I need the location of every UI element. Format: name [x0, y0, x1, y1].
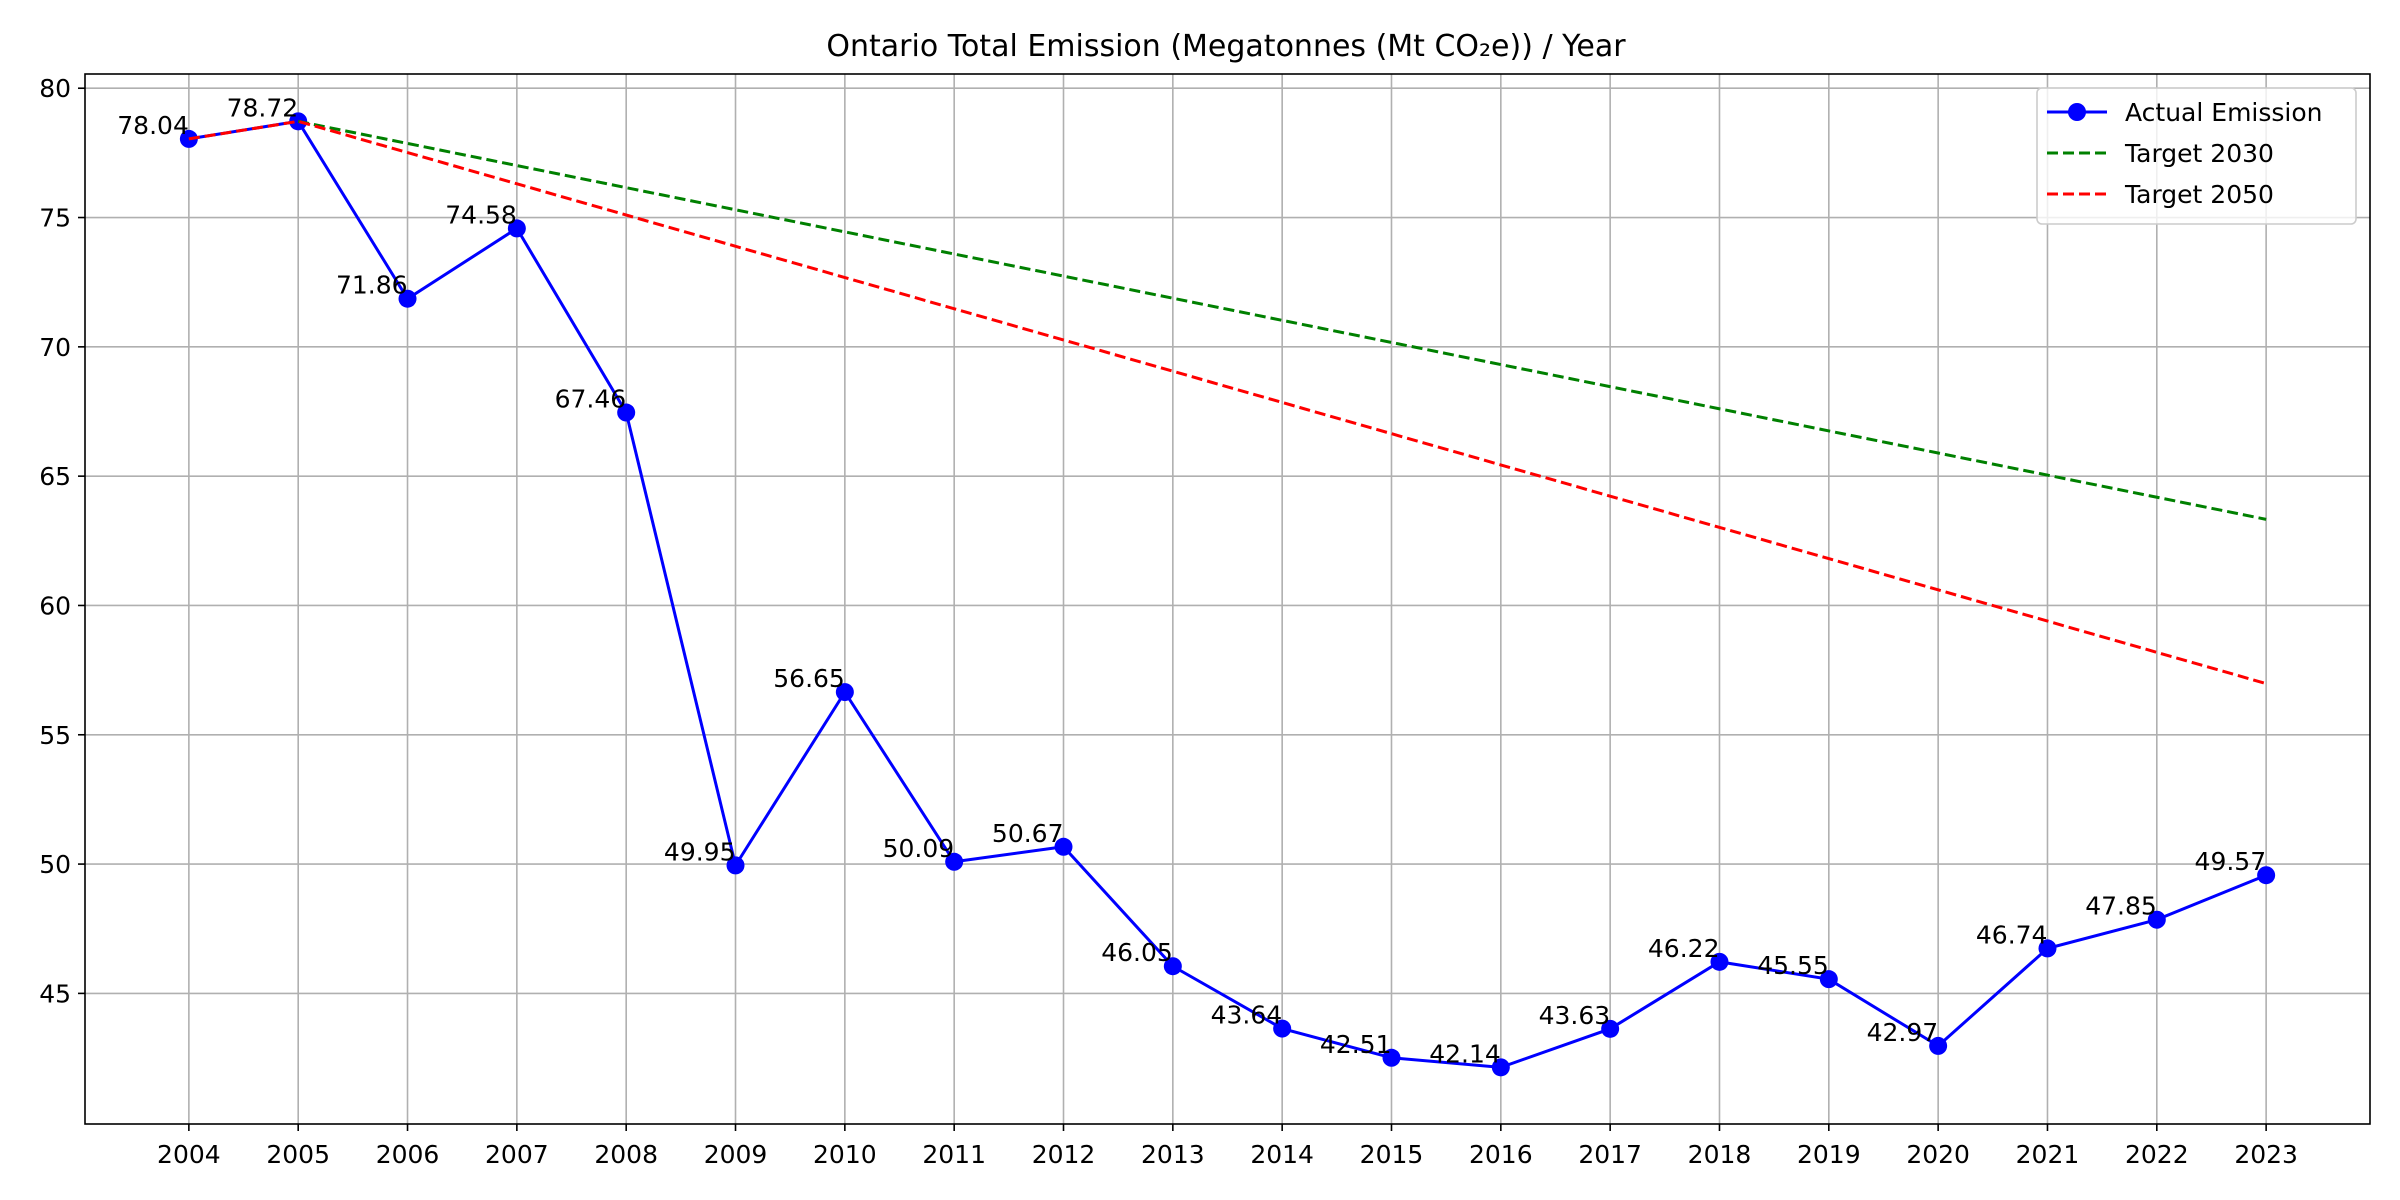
data-point	[289, 112, 308, 131]
data-point	[835, 683, 854, 702]
x-tick-label: 2023	[2234, 1140, 2298, 1169]
data-labels: 78.04 78.72 71.86 74.58 67.46 49.95 56.65 50.09…	[117, 93, 2266, 1068]
y-tick-label: 75	[39, 204, 71, 233]
data-label: 67.46	[555, 385, 627, 414]
series-line-2	[188, 119, 2267, 686]
data-point	[726, 856, 745, 875]
x-tick-label: 2009	[704, 1140, 768, 1169]
y-tick-label: 70	[39, 333, 71, 362]
data-point	[2147, 910, 2166, 929]
legend-label: Actual Emission	[2125, 98, 2323, 127]
data-point	[507, 219, 526, 238]
grid-lines	[85, 74, 2370, 1124]
data-label: 78.04	[117, 111, 189, 140]
x-tick-label: 2008	[594, 1140, 658, 1169]
x-tick-label: 2015	[1360, 1140, 1424, 1169]
chart-title: Ontario Total Emission (Megatonnes (Mt C…	[826, 29, 1626, 64]
x-tick-label: 2019	[1797, 1140, 1861, 1169]
x-tick-label: 2018	[1688, 1140, 1752, 1169]
series-line-0	[188, 119, 2267, 1069]
x-tick-label: 2014	[1250, 1140, 1314, 1169]
data-label: 46.05	[1101, 938, 1173, 967]
x-axis: 2004 2005 2006 2007 2008 2009 2010 2011 2012 2013…	[157, 1124, 2298, 1169]
y-tick-label: 55	[39, 721, 71, 750]
data-label: 50.67	[992, 819, 1064, 848]
data-label: 47.85	[2085, 892, 2157, 921]
y-tick-label: 45	[39, 979, 71, 1008]
x-tick-label: 2012	[1032, 1140, 1096, 1169]
data-label: 49.57	[2195, 847, 2267, 876]
legend-label: Target 2050	[2124, 180, 2274, 209]
y-tick-label: 65	[39, 462, 71, 491]
data-point	[2038, 939, 2057, 958]
data-label: 46.74	[1976, 920, 2048, 949]
data-point	[617, 403, 636, 422]
data-label: 43.64	[1211, 1001, 1283, 1030]
y-axis: 45 50 55 60 65 70 75 80	[39, 74, 85, 1008]
x-tick-label: 2004	[157, 1140, 221, 1169]
x-tick-label: 2016	[1469, 1140, 1533, 1169]
y-tick-label: 50	[39, 850, 71, 879]
data-point	[2257, 866, 2276, 885]
series-layer	[179, 112, 2276, 1077]
data-point	[1491, 1058, 1510, 1077]
data-point	[1382, 1048, 1401, 1067]
data-point	[1710, 952, 1729, 971]
data-point	[1819, 970, 1838, 989]
x-tick-label: 2020	[1906, 1140, 1970, 1169]
data-label: 42.97	[1867, 1018, 1939, 1047]
x-tick-label: 2022	[2125, 1140, 2189, 1169]
legend: Actual Emission Target 2030 Target 2050	[2036, 87, 2357, 225]
x-tick-label: 2010	[813, 1140, 877, 1169]
y-tick-label: 60	[39, 591, 71, 620]
x-tick-label: 2021	[2016, 1140, 2080, 1169]
series-line-1	[297, 119, 2267, 521]
x-tick-label: 2011	[922, 1140, 986, 1169]
data-label: 42.51	[1320, 1030, 1392, 1059]
data-label: 50.09	[883, 834, 955, 863]
x-tick-label: 2006	[376, 1140, 440, 1169]
data-label: 56.65	[773, 664, 845, 693]
data-label: 45.55	[1757, 951, 1829, 980]
data-point	[1929, 1036, 1948, 1055]
x-tick-label: 2017	[1578, 1140, 1642, 1169]
x-tick-label: 2013	[1141, 1140, 1205, 1169]
legend-label: Target 2030	[2124, 139, 2274, 168]
data-point	[1163, 957, 1182, 976]
data-point	[945, 852, 964, 871]
plot-frame	[84, 73, 2371, 1125]
data-label: 74.58	[445, 200, 517, 229]
data-point	[1054, 837, 1073, 856]
legend-box	[2036, 87, 2357, 225]
data-label: 49.95	[664, 837, 736, 866]
data-label: 46.22	[1648, 934, 1720, 963]
y-tick-label: 80	[39, 74, 71, 103]
data-label: 78.72	[227, 93, 299, 122]
x-tick-label: 2005	[266, 1140, 330, 1169]
data-point	[1273, 1019, 1292, 1038]
data-label: 42.14	[1429, 1039, 1501, 1068]
legend-marker	[2068, 103, 2086, 121]
x-tick-label: 2007	[485, 1140, 549, 1169]
data-label: 43.63	[1539, 1001, 1611, 1030]
data-label: 71.86	[336, 271, 408, 300]
data-point	[398, 289, 417, 308]
data-point	[1601, 1019, 1620, 1038]
